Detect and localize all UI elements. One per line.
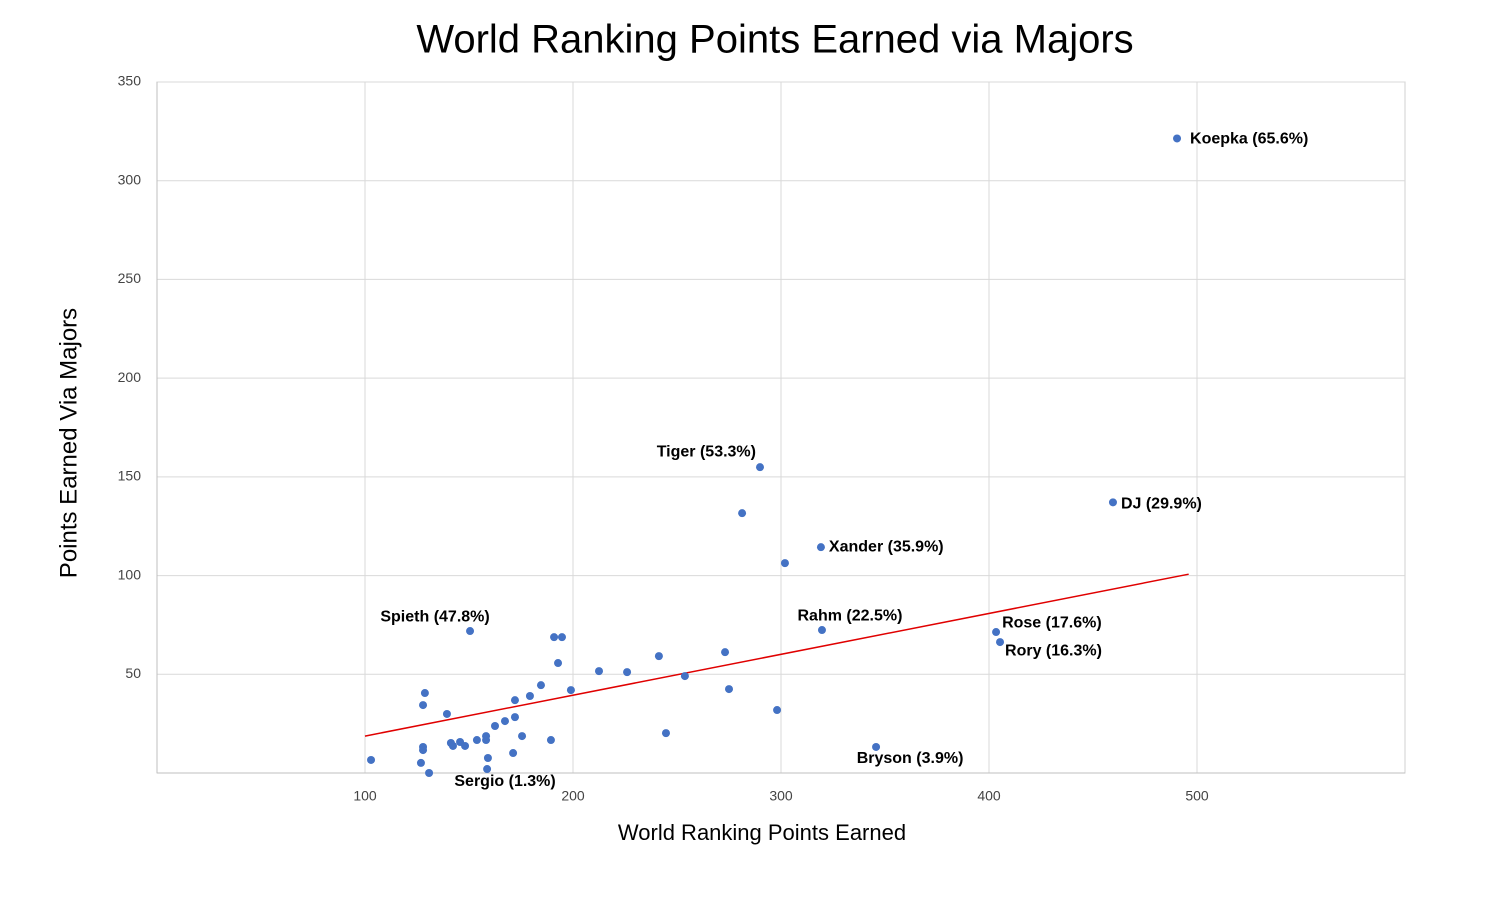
point (510, 696, 519, 705)
point (461, 741, 470, 750)
point (872, 742, 881, 751)
point (654, 652, 663, 661)
point (546, 736, 555, 745)
point (509, 749, 518, 758)
x-tick-label: 500 (1185, 788, 1209, 804)
point-label: Tiger (53.3%) (657, 443, 756, 460)
point-label: Rory (16.3%) (1005, 642, 1102, 659)
point (500, 717, 509, 726)
y-tick-label: 150 (118, 468, 142, 484)
point (1108, 498, 1117, 507)
point (996, 638, 1005, 647)
point (483, 753, 492, 762)
point (425, 769, 434, 777)
point (419, 746, 428, 755)
point (557, 633, 566, 642)
point (472, 736, 481, 745)
x-tick-label: 200 (561, 788, 585, 804)
point (595, 667, 603, 676)
y-tick-label: 100 (118, 566, 142, 582)
point (466, 627, 475, 636)
point (442, 709, 451, 718)
point (566, 686, 575, 695)
y-tick-label: 250 (118, 270, 142, 286)
point-label: DJ (29.9%) (1121, 496, 1202, 513)
point (483, 765, 492, 774)
point-label: Sergio (1.3%) (454, 773, 555, 790)
point-label: Koepka (65.6%) (1190, 131, 1308, 148)
point (755, 463, 764, 472)
point (419, 701, 428, 710)
point (448, 741, 457, 750)
point (680, 672, 689, 681)
point (491, 722, 499, 731)
point (420, 689, 429, 698)
y-tick-label: 50 (125, 665, 141, 681)
point (992, 628, 1001, 637)
y-tick-label: 350 (118, 73, 142, 89)
point (738, 509, 747, 518)
point (623, 668, 632, 677)
chart-title: World Ranking Points Earned via Majors (416, 18, 1133, 62)
x-tick-label: 100 (353, 788, 377, 804)
point (661, 729, 670, 738)
point (416, 758, 425, 767)
point (536, 681, 545, 690)
x-tick-label: 300 (769, 788, 793, 804)
point-label: Rose (17.6%) (1002, 614, 1102, 631)
point (367, 755, 376, 764)
point-label: Xander (35.9%) (829, 538, 944, 555)
point (510, 713, 519, 722)
point (518, 732, 527, 741)
x-tick-label: 400 (977, 788, 1001, 804)
point-label: Rahm (22.5%) (798, 607, 903, 624)
point (817, 626, 826, 635)
point (482, 736, 491, 745)
point-label: Spieth (47.8%) (380, 608, 489, 625)
y-tick-label: 200 (118, 369, 142, 385)
y-tick-label: 300 (118, 171, 142, 187)
point (550, 633, 559, 642)
point (554, 659, 563, 668)
point (773, 706, 782, 715)
point (721, 648, 730, 657)
point (1173, 134, 1182, 143)
point-label: Bryson (3.9%) (857, 750, 964, 767)
trendline (364, 573, 1189, 737)
y-axis-label: Points Earned Via Majors (55, 308, 82, 578)
point (780, 559, 789, 568)
point (525, 692, 534, 701)
x-axis-label: World Ranking Points Earned (618, 820, 906, 845)
point (725, 685, 733, 694)
point (816, 543, 825, 552)
